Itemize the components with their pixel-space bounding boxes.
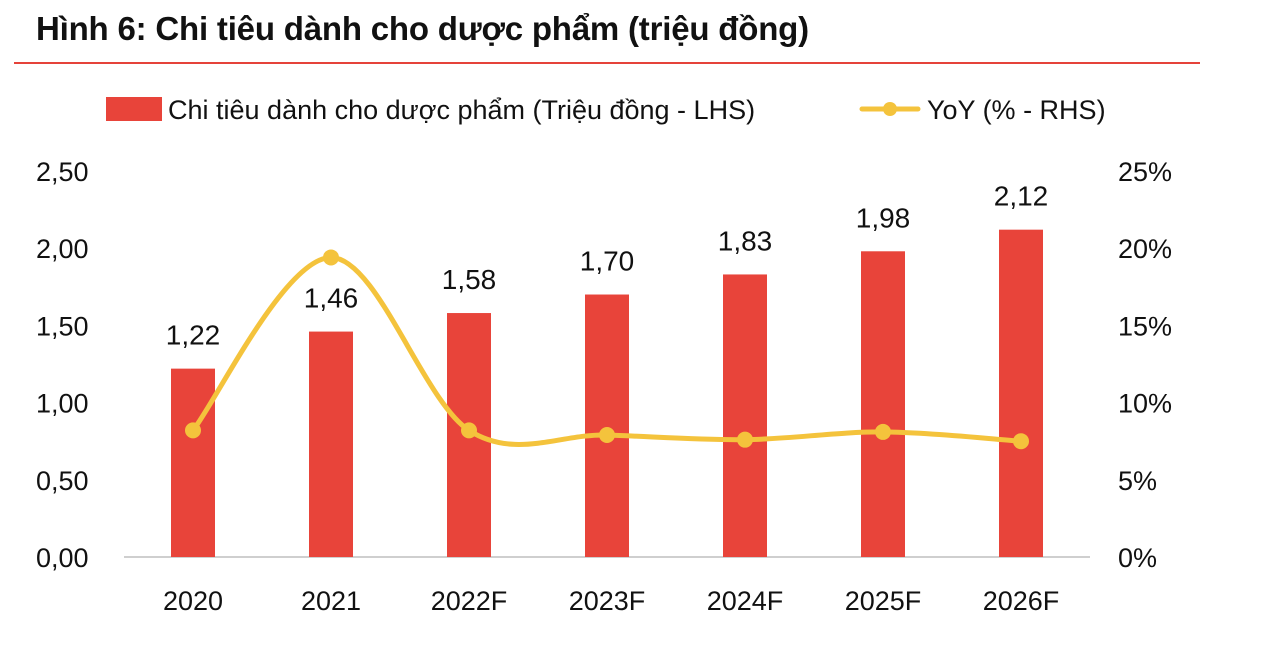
yoy-point-2022F: [461, 422, 477, 439]
right-axis-tick-label: 15%: [1118, 311, 1172, 341]
right-axis-tick-label: 10%: [1118, 389, 1172, 419]
bar-data-label: 1,70: [580, 246, 635, 277]
chart-title: Hình 6: Chi tiêu dành cho dược phẩm (tri…: [36, 10, 809, 47]
left-axis-tick-label: 2,00: [36, 234, 89, 264]
x-axis-tick-label: 2024F: [707, 586, 784, 616]
bar-data-label: 1,98: [856, 202, 911, 233]
left-axis-tick-label: 1,50: [36, 311, 89, 341]
right-axis-tick-label: 20%: [1118, 234, 1172, 264]
bar-2024F: [723, 274, 767, 557]
left-axis-tick-label: 0,50: [36, 466, 89, 496]
bar-2025F: [861, 251, 905, 557]
right-axis-tick-label: 25%: [1118, 157, 1172, 187]
bar-2021: [309, 331, 353, 557]
bar-data-label: 1,46: [304, 283, 359, 314]
legend-line-label: YoY (% - RHS): [927, 95, 1106, 125]
yoy-point-2025F: [875, 423, 891, 440]
yoy-point-2024F: [737, 431, 753, 448]
bar-data-label: 2,12: [994, 181, 1049, 212]
legend: Chi tiêu dành cho dược phẩm (Triệu đồng …: [106, 95, 1106, 125]
bar-2026F: [999, 229, 1043, 557]
x-axis-tick-label: 2021: [301, 586, 361, 616]
title-divider: [14, 62, 1200, 64]
right-axis-tick-label: 0%: [1118, 543, 1157, 573]
bar-2020: [171, 368, 215, 557]
yoy-point-2023F: [599, 427, 615, 444]
bar-data-label: 1,58: [442, 264, 497, 295]
x-axis-tick-label: 2023F: [569, 586, 646, 616]
yoy-point-2020: [185, 422, 201, 439]
x-axis-tick-label: 2025F: [845, 586, 922, 616]
yoy-point-2021: [323, 249, 339, 266]
bar-data-label: 1,83: [718, 225, 773, 256]
bar-data-label: 1,22: [166, 320, 221, 351]
right-axis-tick-label: 5%: [1118, 466, 1157, 496]
bar-2023F: [585, 294, 629, 557]
legend-bar-label: Chi tiêu dành cho dược phẩm (Triệu đồng …: [168, 95, 755, 125]
left-axis-tick-label: 0,00: [36, 543, 89, 573]
legend-bar-swatch: [106, 97, 162, 121]
plot-area: 0,00 0,50 1,00 1,50 2,00 2,50 0% 5% 10% 15% 20% 25%…: [36, 157, 1172, 616]
x-axis-tick-label: 2026F: [983, 586, 1060, 616]
legend-line-marker: [883, 102, 897, 116]
left-axis-tick-label: 1,00: [36, 389, 89, 419]
x-axis-tick-label: 2020: [163, 586, 223, 616]
left-axis-tick-label: 2,50: [36, 157, 89, 187]
x-axis-tick-label: 2022F: [431, 586, 508, 616]
yoy-point-2026F: [1013, 433, 1029, 450]
